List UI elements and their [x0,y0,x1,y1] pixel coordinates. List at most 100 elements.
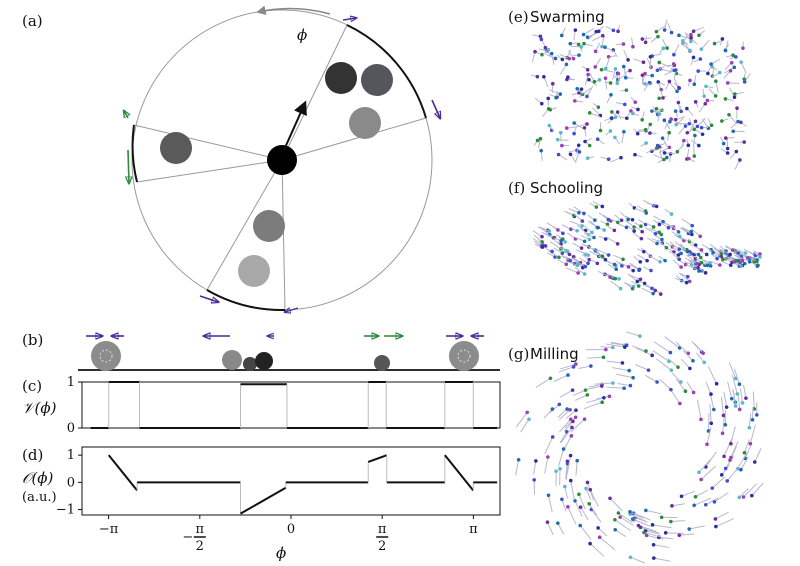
agent-dot [744,396,748,400]
agent-dot [618,515,622,519]
agent-dot [709,392,713,396]
agent-dot [668,152,673,156]
agent-dot [606,157,611,162]
agent-dot [582,41,586,46]
agent-dot [577,91,581,95]
agent-dot [689,39,693,44]
agent-trail [580,506,589,521]
agent-dot [594,205,599,209]
agent-dot [685,130,690,135]
agent-dot [645,258,649,263]
agent-dot [612,228,617,233]
agent-dot [628,68,632,73]
agent-trail [590,509,602,523]
agent-trail [574,266,585,275]
agent-trail [588,503,598,516]
agent-dot [706,71,710,76]
agent-trail [669,241,680,250]
edge-arrow-purple-bottom-right [285,308,299,312]
agent-trail [715,511,729,520]
agent-dot [678,401,682,406]
agent-trail [671,503,685,507]
agent-dot [546,96,551,101]
panel-c-ylabel: 𝒱(ϕ) [22,399,57,417]
agent-dot [592,79,597,84]
agent-dot [668,119,672,124]
agent-dot [728,68,733,73]
agent-dot [593,218,597,222]
agent-dot [679,494,684,499]
agent-dot [560,251,565,255]
agent-dot [582,417,587,421]
agent-trail [731,375,738,395]
panel-g-title: Milling [530,345,579,363]
agent-trail [726,468,738,482]
agent-dot [604,347,608,352]
agent-dot [693,100,698,104]
agent-dot [606,253,611,257]
xtick-den: 2 [196,539,204,554]
ytick-label: 1 [67,375,75,390]
agent-dot [704,84,708,89]
panel-f-title: Schooling [530,179,603,197]
agent-trail [574,151,580,163]
agent-trail [715,518,734,528]
agent-dot [723,466,728,471]
agent-dot [692,127,697,132]
agent-dot [721,257,725,262]
agent-dot [680,41,685,45]
agent-trail [592,107,601,116]
agent-trail [645,374,658,383]
school-agents [532,199,762,296]
agent-dot [677,33,681,38]
agent-dot [735,106,739,110]
agent-trail [635,347,653,356]
agent-dot [613,517,617,522]
agent-dot [600,204,605,209]
agent-dot [736,251,740,255]
agent-trail [583,28,595,35]
agent-trail [559,363,576,370]
agent-dot [571,365,576,369]
agent-dot [597,535,602,540]
agent-trail [630,556,646,564]
agent-dot [669,368,674,372]
agent-trail [557,448,565,467]
panel-g: (g) Milling [508,331,764,564]
agent-trail [675,341,689,354]
agent-dot [668,350,673,355]
agent-dot [616,71,621,76]
agent-dot [527,417,531,422]
agent-trail [743,438,750,453]
agent-trail [599,536,616,551]
agent-trail [653,215,664,223]
agent-dot [720,37,725,41]
agent-dot [621,64,626,69]
agent-dot [621,257,625,262]
agent-dot [710,74,715,78]
agent-dot [688,366,692,371]
agent-dot [657,222,662,227]
agent-dot [660,237,664,242]
neighbour-disc [238,255,270,287]
agent-trail [714,492,729,503]
agent-dot [662,151,667,155]
agent-dot [655,380,659,384]
agent-dot [554,469,558,473]
projected-disc [449,341,479,371]
agent-dot [603,66,608,71]
agent-dot [662,28,667,32]
panel-f: (f) Schooling [508,179,762,296]
agent-dot [697,470,701,475]
agent-dot [700,132,705,137]
agent-dot [628,383,633,388]
agent-trail [749,424,756,444]
agent-dot [703,101,708,106]
agent-dot [755,413,759,417]
agent-dot [650,353,654,358]
agent-trail [705,381,712,395]
agent-dot [585,94,589,99]
agent-dot [654,29,659,34]
agent-dot [655,68,660,73]
agent-dot [593,65,598,69]
